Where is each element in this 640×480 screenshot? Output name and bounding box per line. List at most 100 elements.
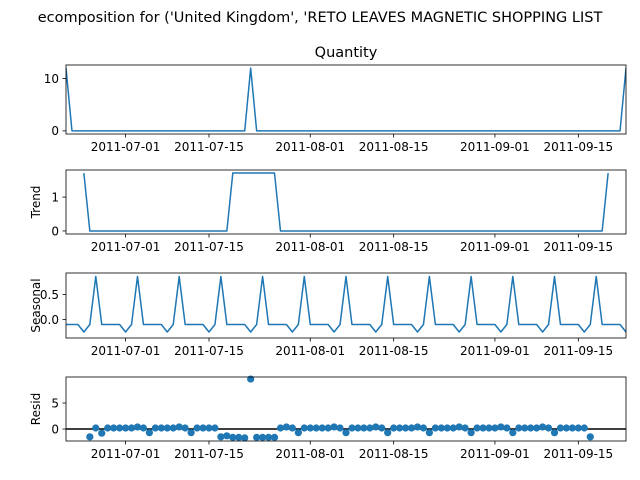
x-tick-label: 2011-07-01 (91, 240, 161, 254)
trend-axes-frame (65, 169, 627, 235)
resid-point (235, 433, 243, 441)
resid-point (503, 424, 511, 432)
resid-point (151, 424, 159, 432)
resid-point (324, 424, 332, 432)
resid-point (574, 424, 582, 432)
resid-point (104, 424, 112, 432)
y-tick-label: 0.5 (40, 288, 59, 302)
resid-point (259, 433, 267, 441)
y-tick-label: 0.0 (40, 313, 59, 327)
resid-point (372, 423, 380, 431)
resid-point (437, 424, 445, 432)
resid-point (467, 429, 475, 437)
resid-point (205, 424, 213, 432)
seasonal-panel: 0.0 0.5 2011-07-01 2011-07-15 2011-08-01 2011… (29, 272, 627, 358)
resid-point (509, 429, 517, 437)
figure-title: ecomposition for ('United Kingdom', 'RET… (38, 10, 603, 26)
x-tick-label: 2011-09-15 (543, 140, 613, 154)
resid-point (455, 423, 463, 431)
x-tick-label: 2011-07-01 (91, 140, 161, 154)
resid-point (527, 424, 535, 432)
x-tick-label: 2011-07-15 (174, 344, 244, 358)
quantity-axes-frame (65, 64, 627, 135)
resid-point (413, 423, 422, 431)
resid-panel: 0 5 2011-07-01 2011-07-15 2011-08-01 2011-08-… (29, 375, 627, 461)
resid-point (181, 424, 189, 432)
resid-point (461, 424, 469, 432)
resid-point (127, 424, 136, 432)
resid-point (247, 375, 255, 383)
resid-point (431, 424, 439, 432)
resid-point (515, 424, 523, 432)
resid-point (396, 424, 404, 432)
y-tick-label: 10 (44, 72, 59, 86)
resid-point (330, 423, 338, 431)
quantity-title: Quantity (315, 45, 378, 61)
resid-point (407, 424, 416, 432)
resid-point (139, 424, 148, 432)
x-tick-label: 2011-08-15 (359, 140, 429, 154)
resid-point (360, 424, 368, 432)
resid-point (425, 429, 433, 437)
resid-point (229, 433, 237, 441)
resid-point (419, 424, 428, 432)
resid-point (169, 424, 177, 432)
resid-point (473, 424, 481, 432)
resid-point (253, 433, 261, 441)
resid-point (223, 432, 231, 440)
resid-point (586, 433, 594, 441)
x-tick-label: 2011-07-15 (174, 240, 244, 254)
y-tick-label: 0 (51, 124, 59, 138)
resid-point (300, 424, 308, 432)
resid-point (276, 424, 285, 432)
resid-point (282, 423, 291, 431)
y-tick-label: 1 (51, 190, 59, 204)
resid-ylabel: Resid (29, 393, 43, 425)
resid-point (264, 433, 273, 441)
resid-point (378, 424, 386, 432)
resid-point (354, 424, 362, 432)
resid-point (294, 429, 302, 437)
resid-point (86, 433, 94, 441)
resid-point (110, 424, 118, 432)
resid-point (241, 434, 249, 442)
seasonal-axes-frame (65, 272, 627, 339)
resid-point (348, 424, 356, 432)
resid-point (312, 424, 320, 432)
x-tick-label: 2011-09-15 (543, 344, 613, 358)
resid-point (521, 424, 529, 432)
x-tick-label: 2011-09-01 (460, 240, 530, 254)
resid-point (491, 424, 499, 432)
resid-point (556, 424, 565, 432)
quantity-panel: Quantity 0 10 2011-07-01 2011-07-15 2011-08-0… (44, 45, 627, 154)
x-tick-label: 2011-08-01 (275, 240, 345, 254)
x-tick-label: 2011-08-15 (359, 447, 429, 461)
resid-point (390, 424, 398, 432)
resid-point (580, 424, 588, 432)
y-tick-label: 0 (51, 422, 59, 436)
resid-point (145, 429, 153, 437)
quantity-series-line (66, 67, 626, 132)
x-tick-label: 2011-09-01 (460, 447, 530, 461)
resid-point (479, 424, 487, 432)
x-tick-label: 2011-08-01 (275, 447, 345, 461)
resid-point (116, 424, 124, 432)
x-tick-label: 2011-09-15 (543, 447, 613, 461)
x-tick-label: 2011-07-15 (174, 447, 244, 461)
x-tick-label: 2011-08-15 (359, 240, 429, 254)
trend-series-line (83, 172, 609, 232)
resid-point (175, 423, 183, 431)
resid-point (133, 423, 142, 431)
resid-point (163, 424, 171, 432)
x-tick-label: 2011-08-15 (359, 344, 429, 358)
resid-point (366, 424, 374, 432)
resid-point (485, 424, 493, 432)
x-tick-label: 2011-08-01 (275, 344, 345, 358)
y-tick-label: 0 (51, 224, 59, 238)
resid-point (193, 424, 201, 432)
seasonal-series-line (66, 275, 626, 333)
resid-point (539, 423, 547, 431)
resid-point (533, 424, 541, 432)
